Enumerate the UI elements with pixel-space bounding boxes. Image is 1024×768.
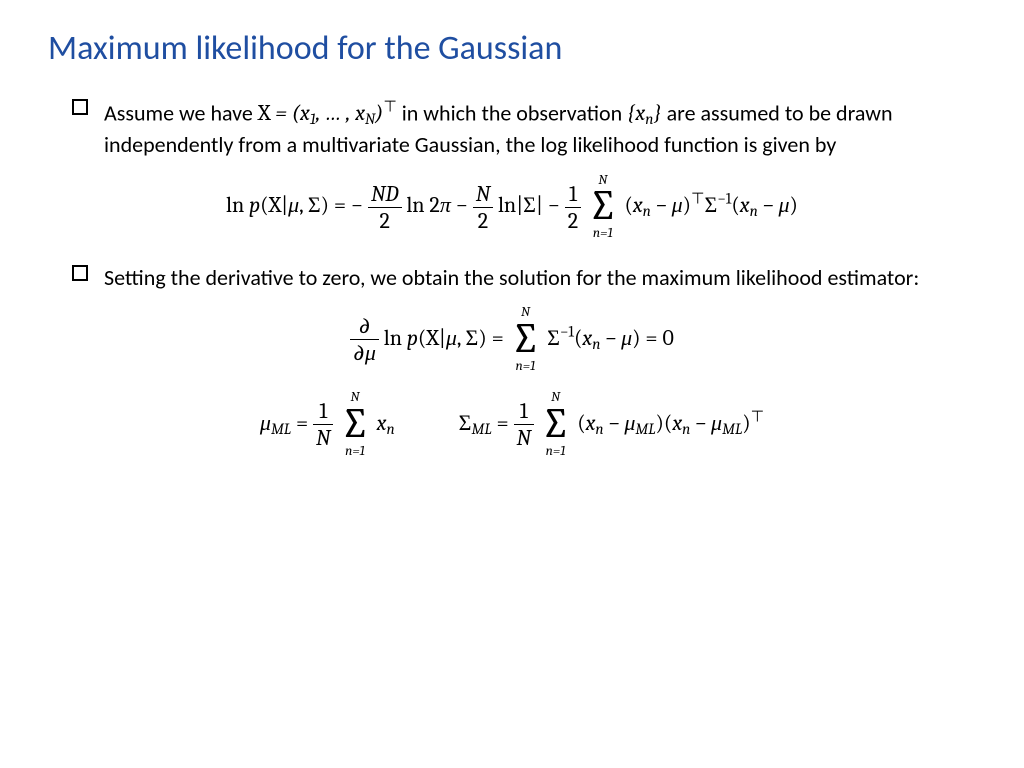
sum-icon: N∑n=1 [511,306,541,373]
bullet-1-math2: {xn} [627,100,662,126]
equation-estimators-row: μML = 1N N∑n=1 xn ΣML = 1N N∑n=1 (xn − μ… [48,391,976,458]
bullet-1-math1: X = (x1, … , xN)⊤ [258,100,397,126]
loglik-t2-num: N [476,181,490,207]
mu-ml-num: 1 [319,398,327,424]
loglik-t2-den: 2 [478,208,488,234]
bullet-1-mid: in which the observation [397,99,627,126]
equation-sigma-ml: ΣML = 1N N∑n=1 (xn − μML)(xn − μML)⊤ [459,391,764,458]
deriv-den: ∂μ [353,340,376,366]
equation-mu-ml: μML = 1N N∑n=1 xn [260,391,395,458]
sigma-ml-den: N [517,425,531,451]
bullet-icon [72,265,88,281]
mu-ml-sub: ML [271,420,291,438]
bullet-1-prefix: Assume we have [104,99,258,126]
sigma-ml-sub2: ML [635,420,655,438]
sigma-ml-sub3: ML [722,420,742,438]
loglik-t1-den: 2 [380,208,390,234]
bullet-1: Assume we have X = (x1, … , xN)⊤ in whic… [104,97,936,160]
sum-icon: N∑n=1 [340,391,370,458]
sigma-ml-sub: ML [471,420,491,438]
bullet-2: Setting the derivative to zero, we obtai… [104,263,936,293]
sigma-ml-num: 1 [520,398,528,424]
sum-icon: N∑n=1 [588,174,618,241]
loglik-t3-den: 2 [568,208,578,234]
loglik-t3-num: 1 [569,181,577,207]
deriv-num: ∂ [359,313,371,339]
bullet-2-text: Setting the derivative to zero, we obtai… [104,264,919,291]
slide: Maximum likelihood for the Gaussian Assu… [0,0,1024,482]
sum-icon: N∑n=1 [541,391,571,458]
equation-derivative: ∂∂μ ln p(X|μ, Σ) = N∑n=1 Σ−1(xn − μ) = 0 [48,306,976,373]
bullet-icon [72,99,88,115]
equation-loglikelihood: ln p(X|μ, Σ) = − ND2 ln 2π − N2 ln|Σ| − … [48,174,976,241]
mu-ml-den: N [316,425,330,451]
slide-title: Maximum likelihood for the Gaussian [48,28,976,69]
